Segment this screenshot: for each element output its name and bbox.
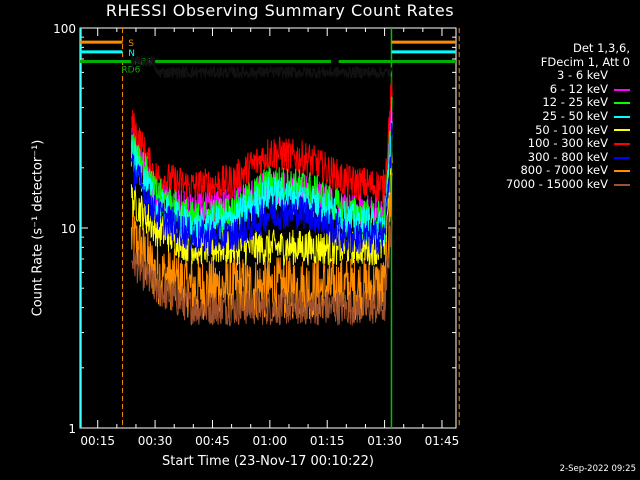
legend-entry: 3 - 6 keV (470, 69, 630, 83)
legend-header-decimation: FDecim 1, Att 0 (540, 54, 630, 69)
legend-swatch (614, 88, 630, 91)
legend-entry: 50 - 100 keV (470, 122, 630, 138)
timestamp: 2-Sep-2022 09:25 (559, 464, 636, 474)
legend-entry: 7000 - 15000 keV (470, 176, 630, 192)
flag-annotation: S (128, 39, 134, 49)
x-tick-label: 01:45 (425, 434, 460, 448)
y-tick-label: 10 (61, 222, 76, 236)
legend-swatch (614, 142, 630, 145)
legend-entry: 12 - 25 keV (470, 96, 630, 110)
x-tick-label: 01:15 (310, 434, 345, 448)
legend: Det 1,3,6, FDecim 1, Att 0 3 - 6 keV 6 - … (470, 41, 630, 192)
legend-entry: 6 - 12 keV (470, 81, 630, 97)
legend-label: 300 - 800 keV (527, 149, 608, 164)
x-tick-label: 01:30 (367, 434, 402, 448)
legend-entry: 100 - 300 keV (470, 137, 630, 151)
series-line (130, 145, 393, 267)
x-tick-label: 00:45 (195, 434, 230, 448)
series-line-3-6kev (130, 55, 393, 80)
series-line (131, 76, 393, 204)
x-axis-title: Start Time (23-Nov-17 00:10:22) (162, 454, 374, 469)
legend-swatch (614, 102, 630, 105)
legend-label: 100 - 300 keV (527, 136, 608, 151)
series-line (130, 122, 393, 255)
y-axis-title: Count Rate (s⁻¹ detector⁻¹) (30, 139, 46, 317)
x-tick-label: 00:15 (80, 434, 115, 448)
legend-entry: 800 - 7000 keV (470, 164, 630, 178)
legend-entry: 25 - 50 keV (470, 108, 630, 124)
legend-entry: 300 - 800 keV (470, 149, 630, 165)
legend-label: 50 - 100 keV (535, 122, 608, 137)
y-tick-label: 1 (68, 422, 76, 436)
x-tick-label: 00:30 (138, 434, 173, 448)
legend-label: 12 - 25 keV (542, 95, 608, 110)
x-tick-label: 01:00 (253, 434, 288, 448)
legend-label: 25 - 50 keV (542, 108, 608, 123)
series-line (130, 220, 393, 327)
legend-swatch (614, 156, 630, 159)
y-tick-label: 100 (53, 22, 76, 36)
legend-swatch (614, 170, 630, 173)
legend-label: 3 - 6 keV (557, 68, 608, 83)
legend-label: 800 - 7000 keV (520, 163, 608, 178)
legend-swatch (614, 129, 630, 132)
flag-annotation: N (128, 49, 135, 59)
chart-title: RHESSI Observing Summary Count Rates (105, 1, 455, 20)
legend-header-detectors: Det 1,3,6, (572, 41, 630, 55)
legend-swatch (614, 115, 630, 118)
legend-label: 6 - 12 keV (549, 81, 608, 96)
flag-annotation: RD6 (121, 65, 140, 75)
legend-label: 7000 - 15000 keV (505, 176, 608, 191)
legend-swatch (614, 74, 630, 77)
legend-swatch (614, 183, 630, 186)
